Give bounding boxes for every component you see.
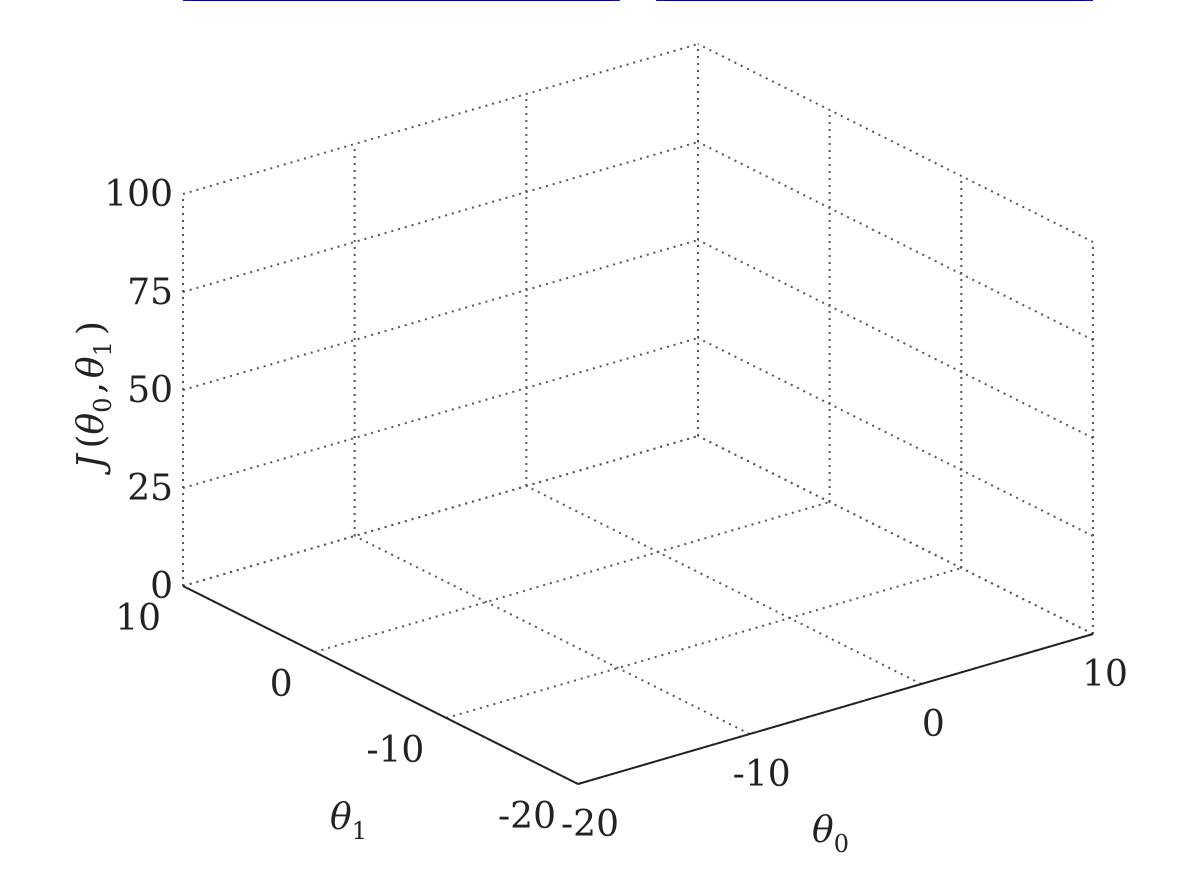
grid-line: [182, 239, 699, 391]
grid-lines: [182, 43, 1094, 785]
grid-line: [697, 435, 1094, 635]
grid-line: [697, 43, 1094, 243]
grid-line: [182, 43, 699, 195]
grid-line: [182, 435, 699, 587]
grid-line: [697, 337, 1094, 537]
grid-line: [182, 141, 699, 293]
grid-line: [697, 435, 1094, 635]
grid-line: [697, 141, 1094, 341]
grid-line: [182, 337, 699, 489]
grid-line: [697, 239, 1094, 439]
grid-line: [525, 485, 922, 685]
grid-line: [354, 535, 751, 735]
